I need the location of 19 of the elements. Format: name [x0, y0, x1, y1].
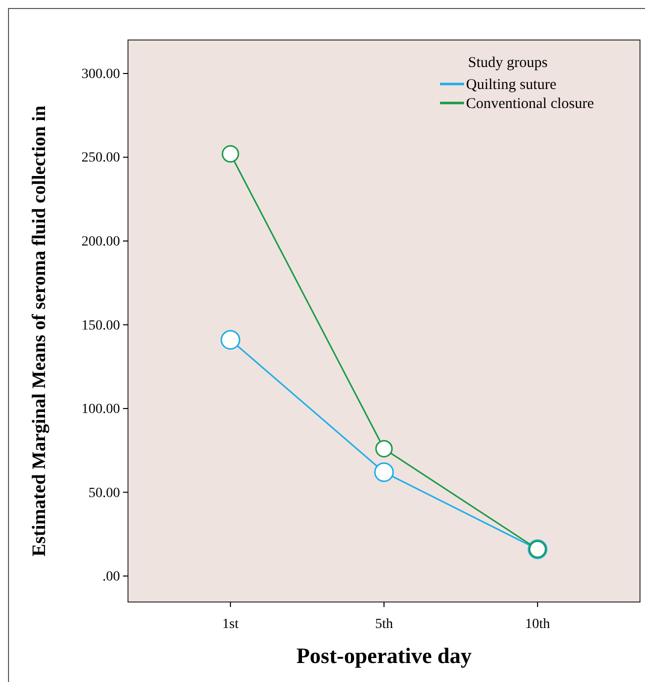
x-tick-label: 10th	[525, 617, 550, 632]
y-tick-label: 150.00	[82, 318, 120, 334]
legend-title: Study groups	[468, 55, 548, 71]
y-axis-title: Estimated Marginal Means of seroma fluid collection in	[29, 105, 50, 556]
x-axis-title: Post-operative day	[296, 643, 472, 668]
point	[375, 440, 393, 458]
point	[374, 462, 394, 482]
point	[222, 145, 240, 163]
y-tick-label: 300.00	[82, 66, 120, 82]
legend-label: Quilting suture	[466, 77, 557, 93]
y-tick-label: 250.00	[82, 150, 120, 166]
y-tick-label: .00	[102, 570, 120, 585]
x-tick-label: 5th	[375, 617, 393, 632]
y-tick-label: 100.00	[82, 402, 120, 418]
legend-label: Conventional closure	[466, 96, 594, 112]
point	[220, 330, 240, 350]
x-tick-label: 1st	[222, 617, 239, 632]
y-tick-label: 200.00	[82, 234, 120, 250]
y-tick-label: 50.00	[88, 486, 120, 501]
